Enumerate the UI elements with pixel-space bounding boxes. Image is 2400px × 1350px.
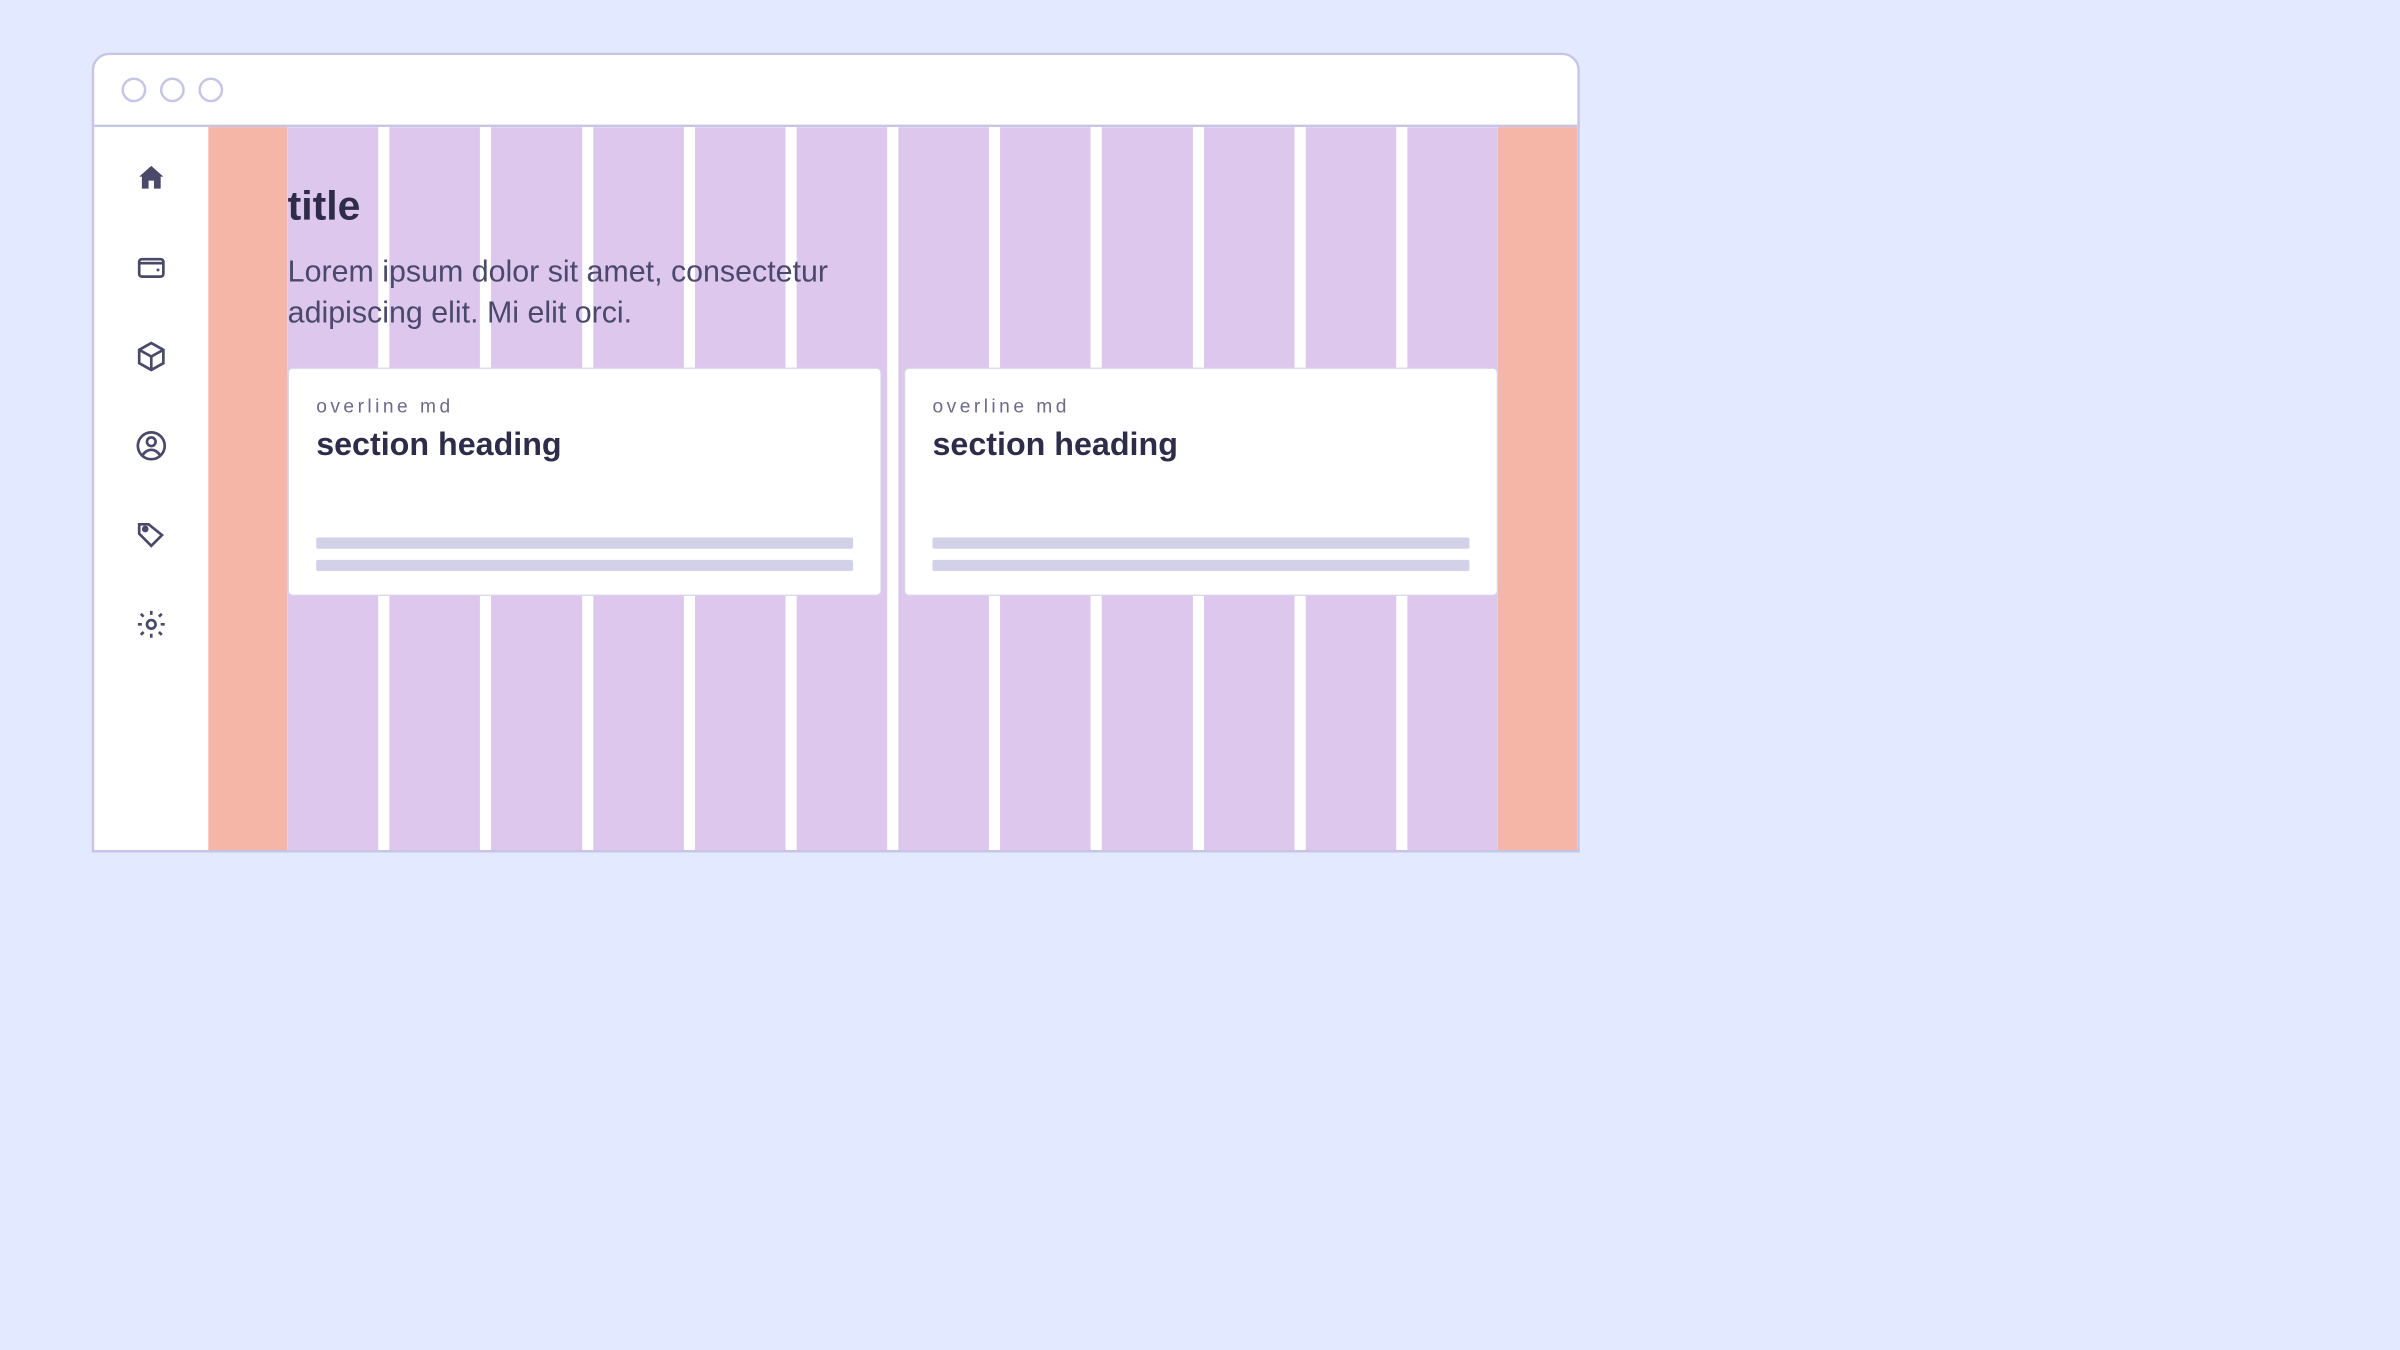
wallet-icon[interactable]: [135, 251, 167, 283]
traffic-light-minimize-icon[interactable]: [160, 78, 185, 103]
cards-row: overline md section heading overline md …: [288, 368, 1498, 596]
card-overline: overline md: [316, 395, 853, 417]
content-area: title Lorem ipsum dolor sit amet, consec…: [208, 127, 1577, 850]
card-heading: section heading: [932, 426, 1469, 463]
home-icon[interactable]: [135, 162, 167, 194]
traffic-light-zoom-icon[interactable]: [198, 78, 223, 103]
traffic-light-close-icon[interactable]: [122, 78, 147, 103]
skeleton-line: [932, 560, 1469, 571]
layout-margin-left: [208, 127, 287, 850]
sidebar: [94, 127, 208, 850]
package-icon[interactable]: [135, 340, 167, 372]
card: overline md section heading: [288, 368, 882, 596]
gear-icon[interactable]: [135, 608, 167, 640]
card: overline md section heading: [904, 368, 1498, 596]
user-icon[interactable]: [135, 430, 167, 462]
page-title: title: [288, 182, 1498, 229]
card-overline: overline md: [932, 395, 1469, 417]
window-chrome: [94, 55, 1577, 127]
tag-icon[interactable]: [135, 519, 167, 551]
skeleton-line: [316, 538, 853, 549]
skeleton-line: [932, 538, 1469, 549]
card-heading: section heading: [316, 426, 853, 463]
skeleton-line: [316, 560, 853, 571]
page-description: Lorem ipsum dolor sit amet, consectetur …: [288, 251, 908, 333]
layout-margin-right: [1498, 127, 1577, 850]
browser-window: title Lorem ipsum dolor sit amet, consec…: [92, 53, 1580, 853]
layout-grid: title Lorem ipsum dolor sit amet, consec…: [288, 127, 1498, 850]
